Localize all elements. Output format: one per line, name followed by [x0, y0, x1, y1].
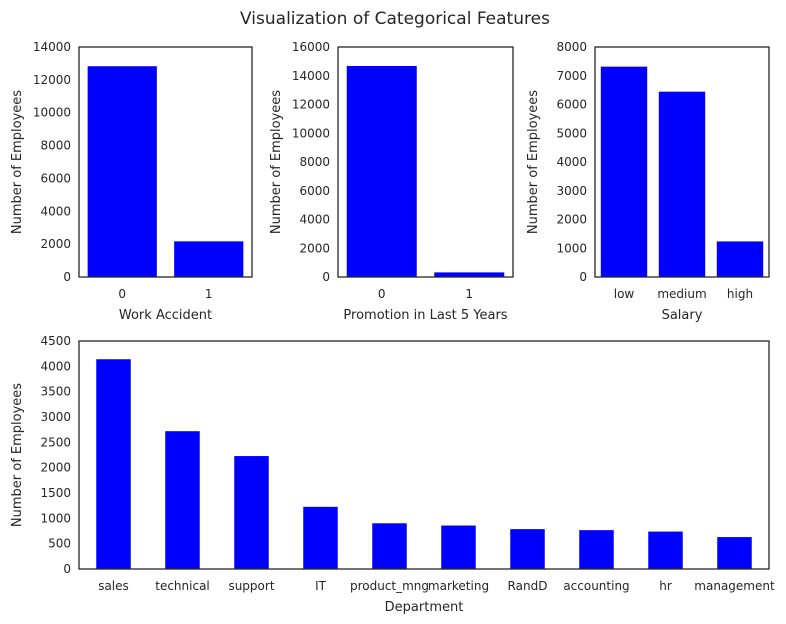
y-tick-label: 7000: [556, 69, 587, 83]
y-tick-label: 1500: [40, 486, 71, 500]
plot-frame: [78, 340, 770, 570]
plot-frame: [78, 46, 253, 278]
bar-low: [600, 66, 648, 277]
y-axis-label: Number of Employees: [10, 90, 25, 234]
x-tick-label: management: [694, 579, 775, 593]
y-tick-label: 3000: [40, 410, 71, 424]
x-tick-label: IT: [315, 579, 327, 593]
y-tick-label: 0: [322, 270, 330, 284]
y-tick-label: 5000: [556, 126, 587, 140]
plot-frame: [594, 46, 770, 278]
y-tick-label: 10000: [33, 106, 71, 120]
y-tick-label: 12000: [292, 98, 330, 112]
x-axis-label: Salary: [662, 308, 703, 323]
x-tick-label: product_mng: [350, 579, 429, 593]
y-tick-label: 2000: [40, 461, 71, 475]
y-tick-label: 4000: [299, 213, 330, 227]
bar-technical: [165, 431, 200, 569]
y-tick-label: 6000: [556, 98, 587, 112]
bar-it: [303, 506, 338, 569]
y-tick-label: 0: [579, 270, 587, 284]
x-tick-label: technical: [155, 579, 210, 593]
x-tick-label: sales: [98, 579, 129, 593]
bar-1: [174, 241, 244, 277]
x-tick-label: 0: [378, 287, 386, 301]
x-tick-label: marketing: [428, 579, 489, 593]
x-tick-label: accounting: [563, 579, 629, 593]
y-tick-label: 0: [63, 270, 71, 284]
x-tick-label: hr: [659, 579, 672, 593]
y-tick-label: 14000: [33, 40, 71, 54]
bar-management: [717, 537, 752, 569]
bar-hr: [648, 531, 683, 569]
y-tick-label: 4500: [40, 334, 71, 348]
y-tick-label: 4000: [40, 359, 71, 373]
chart-4: sales technical support IT product_mngmarket…: [10, 334, 775, 615]
plot-frame: [337, 46, 514, 278]
x-tick-label: 0: [118, 287, 126, 301]
y-tick-label: 1000: [556, 241, 587, 255]
bar-1: [434, 272, 505, 277]
bar-accounting: [579, 530, 614, 569]
y-tick-label: 1000: [40, 511, 71, 525]
bar-sales: [96, 359, 131, 569]
x-tick-label: low: [614, 287, 635, 301]
figure-title: Visualization of Categorical Features: [240, 9, 550, 29]
y-axis-label: Number of Employees: [526, 90, 541, 234]
bar-medium: [658, 91, 706, 278]
y-tick-label: 16000: [292, 40, 330, 54]
y-tick-label: 4000: [556, 155, 587, 169]
y-tick-label: 12000: [33, 73, 71, 87]
y-tick-label: 14000: [292, 69, 330, 83]
y-axis-label: Number of Employees: [10, 383, 25, 527]
x-tick-label: high: [727, 287, 753, 301]
y-tick-label: 2500: [40, 435, 71, 449]
bar-0: [87, 66, 157, 277]
y-tick-label: 500: [48, 537, 71, 551]
bar-marketing: [441, 525, 476, 569]
bar-0: [346, 65, 417, 277]
y-tick-label: 4000: [40, 204, 71, 218]
y-tick-label: 2000: [40, 237, 71, 251]
bar-product-mng: [372, 523, 407, 569]
y-tick-label: 8000: [40, 139, 71, 153]
y-tick-label: 2000: [556, 213, 587, 227]
x-tick-label: medium: [657, 287, 706, 301]
y-tick-label: 3000: [556, 184, 587, 198]
y-tick-label: 8000: [299, 155, 330, 169]
x-axis-label: Work Accident: [119, 308, 212, 323]
bar-randd: [510, 529, 545, 569]
x-axis-label: Promotion in Last 5 Years: [343, 308, 507, 323]
y-tick-label: 3500: [40, 385, 71, 399]
y-tick-label: 10000: [292, 126, 330, 140]
bar-support: [234, 456, 269, 569]
y-tick-label: 6000: [40, 171, 71, 185]
x-tick-label: 1: [205, 287, 213, 301]
y-tick-label: 8000: [556, 40, 587, 54]
x-tick-label: RandD: [508, 579, 548, 593]
chart-2: 0 1 0 2000 4000 6000 8000 10000 12000 14000 16000 P…: [269, 40, 514, 323]
x-tick-label: support: [228, 579, 274, 593]
y-tick-label: 0: [63, 562, 71, 576]
chart-3: low medium high 0 1000 2000 3000 4000 5000 6000 70…: [526, 40, 770, 323]
y-axis-label: Number of Employees: [269, 90, 284, 234]
x-tick-label: 1: [465, 287, 473, 301]
x-axis-label: Department: [385, 600, 464, 615]
bar-high: [716, 241, 764, 277]
y-tick-label: 6000: [299, 184, 330, 198]
y-tick-label: 2000: [299, 241, 330, 255]
chart-1: 0 1 0 2000 4000 6000 8000 10000 12000 14000 Work A…: [10, 40, 253, 323]
